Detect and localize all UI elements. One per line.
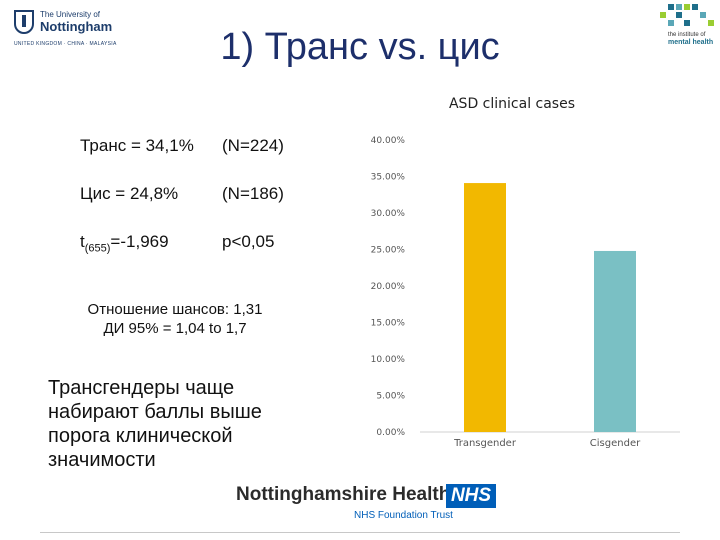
y-tick-label: 20.00% — [371, 282, 406, 292]
y-tick-label: 5.00% — [376, 392, 405, 402]
logo-square-icon — [660, 12, 666, 18]
logo-square-icon — [708, 20, 714, 26]
p-value: p<0,05 — [222, 232, 275, 251]
y-tick-label: 30.00% — [371, 209, 406, 219]
y-tick-label: 10.00% — [371, 355, 406, 365]
confidence-interval: ДИ 95% = 1,04 to 1,7 — [103, 320, 247, 337]
cis-percentage: Цис = 24,8% — [80, 184, 179, 203]
university-logo-line2: Nottingham — [40, 19, 113, 34]
logo-square-icon — [684, 20, 690, 26]
logo-square-icon — [676, 12, 682, 18]
institute-logo: the institute of mental health — [652, 4, 716, 66]
t-value: =-1,969 — [110, 232, 169, 251]
nhs-badge: NHS — [446, 484, 496, 508]
crest-icon — [14, 10, 34, 34]
x-tick-label: Transgender — [453, 438, 517, 449]
y-tick-label: 35.00% — [371, 173, 406, 183]
bar-chart: ASD clinical cases 0.00% 5.00% 10.00% 15.00%… — [350, 90, 710, 455]
odds-ratio: Отношение шансов: 1,31 — [87, 301, 263, 318]
t-degrees-of-freedom: (655) — [84, 242, 111, 255]
institute-logo-line1: the institute of — [668, 32, 706, 38]
y-tick-label: 40.00% — [371, 136, 406, 146]
y-tick-label: 0.00% — [376, 428, 405, 438]
odds-ratio-block: Отношение шансов: 1,31 ДИ 95% = 1,04 to … — [60, 300, 290, 338]
t-statistic: t(655)=-1,969 — [80, 232, 169, 254]
trust-name: NHS Foundation Trust — [354, 510, 453, 521]
university-logo-line1: The University of — [40, 10, 101, 19]
org-name: Nottinghamshire Healthcare — [236, 484, 490, 505]
logo-square-icon — [684, 4, 690, 10]
logo-square-icon — [668, 20, 674, 26]
logo-square-icon — [668, 4, 674, 10]
logo-square-icon — [692, 4, 698, 10]
logo-square-icon — [676, 4, 682, 10]
bar-cisgender — [594, 250, 636, 432]
conclusion-text: Трансгендеры чаще набирают баллы выше по… — [48, 377, 262, 471]
institute-logo-line2: mental health — [668, 39, 714, 46]
footer-divider — [40, 532, 680, 533]
university-logo-line3: UNITED KINGDOM · CHINA · MALAYSIA — [14, 41, 117, 47]
university-logo: The University of Nottingham UNITED KING… — [14, 8, 117, 50]
bar-transgender — [464, 183, 506, 432]
slide-title: 1) Транс vs. цис — [220, 26, 500, 68]
y-tick-label: 15.00% — [371, 319, 406, 329]
chart-svg: ASD clinical cases 0.00% 5.00% 10.00% 15.00%… — [371, 96, 680, 449]
y-tick-label: 25.00% — [371, 246, 406, 256]
cis-sample-size: (N=186) — [222, 184, 284, 203]
t-symbol: t — [80, 232, 85, 251]
trans-sample-size: (N=224) — [222, 136, 284, 155]
x-tick-label: Cisgender — [590, 438, 641, 449]
trans-percentage: Транс = 34,1% — [80, 136, 194, 155]
chart-title: ASD clinical cases — [449, 96, 575, 112]
nhs-footer-logo: Nottinghamshire Healthcare NHS NHS Found… — [236, 484, 502, 532]
logo-square-icon — [700, 12, 706, 18]
